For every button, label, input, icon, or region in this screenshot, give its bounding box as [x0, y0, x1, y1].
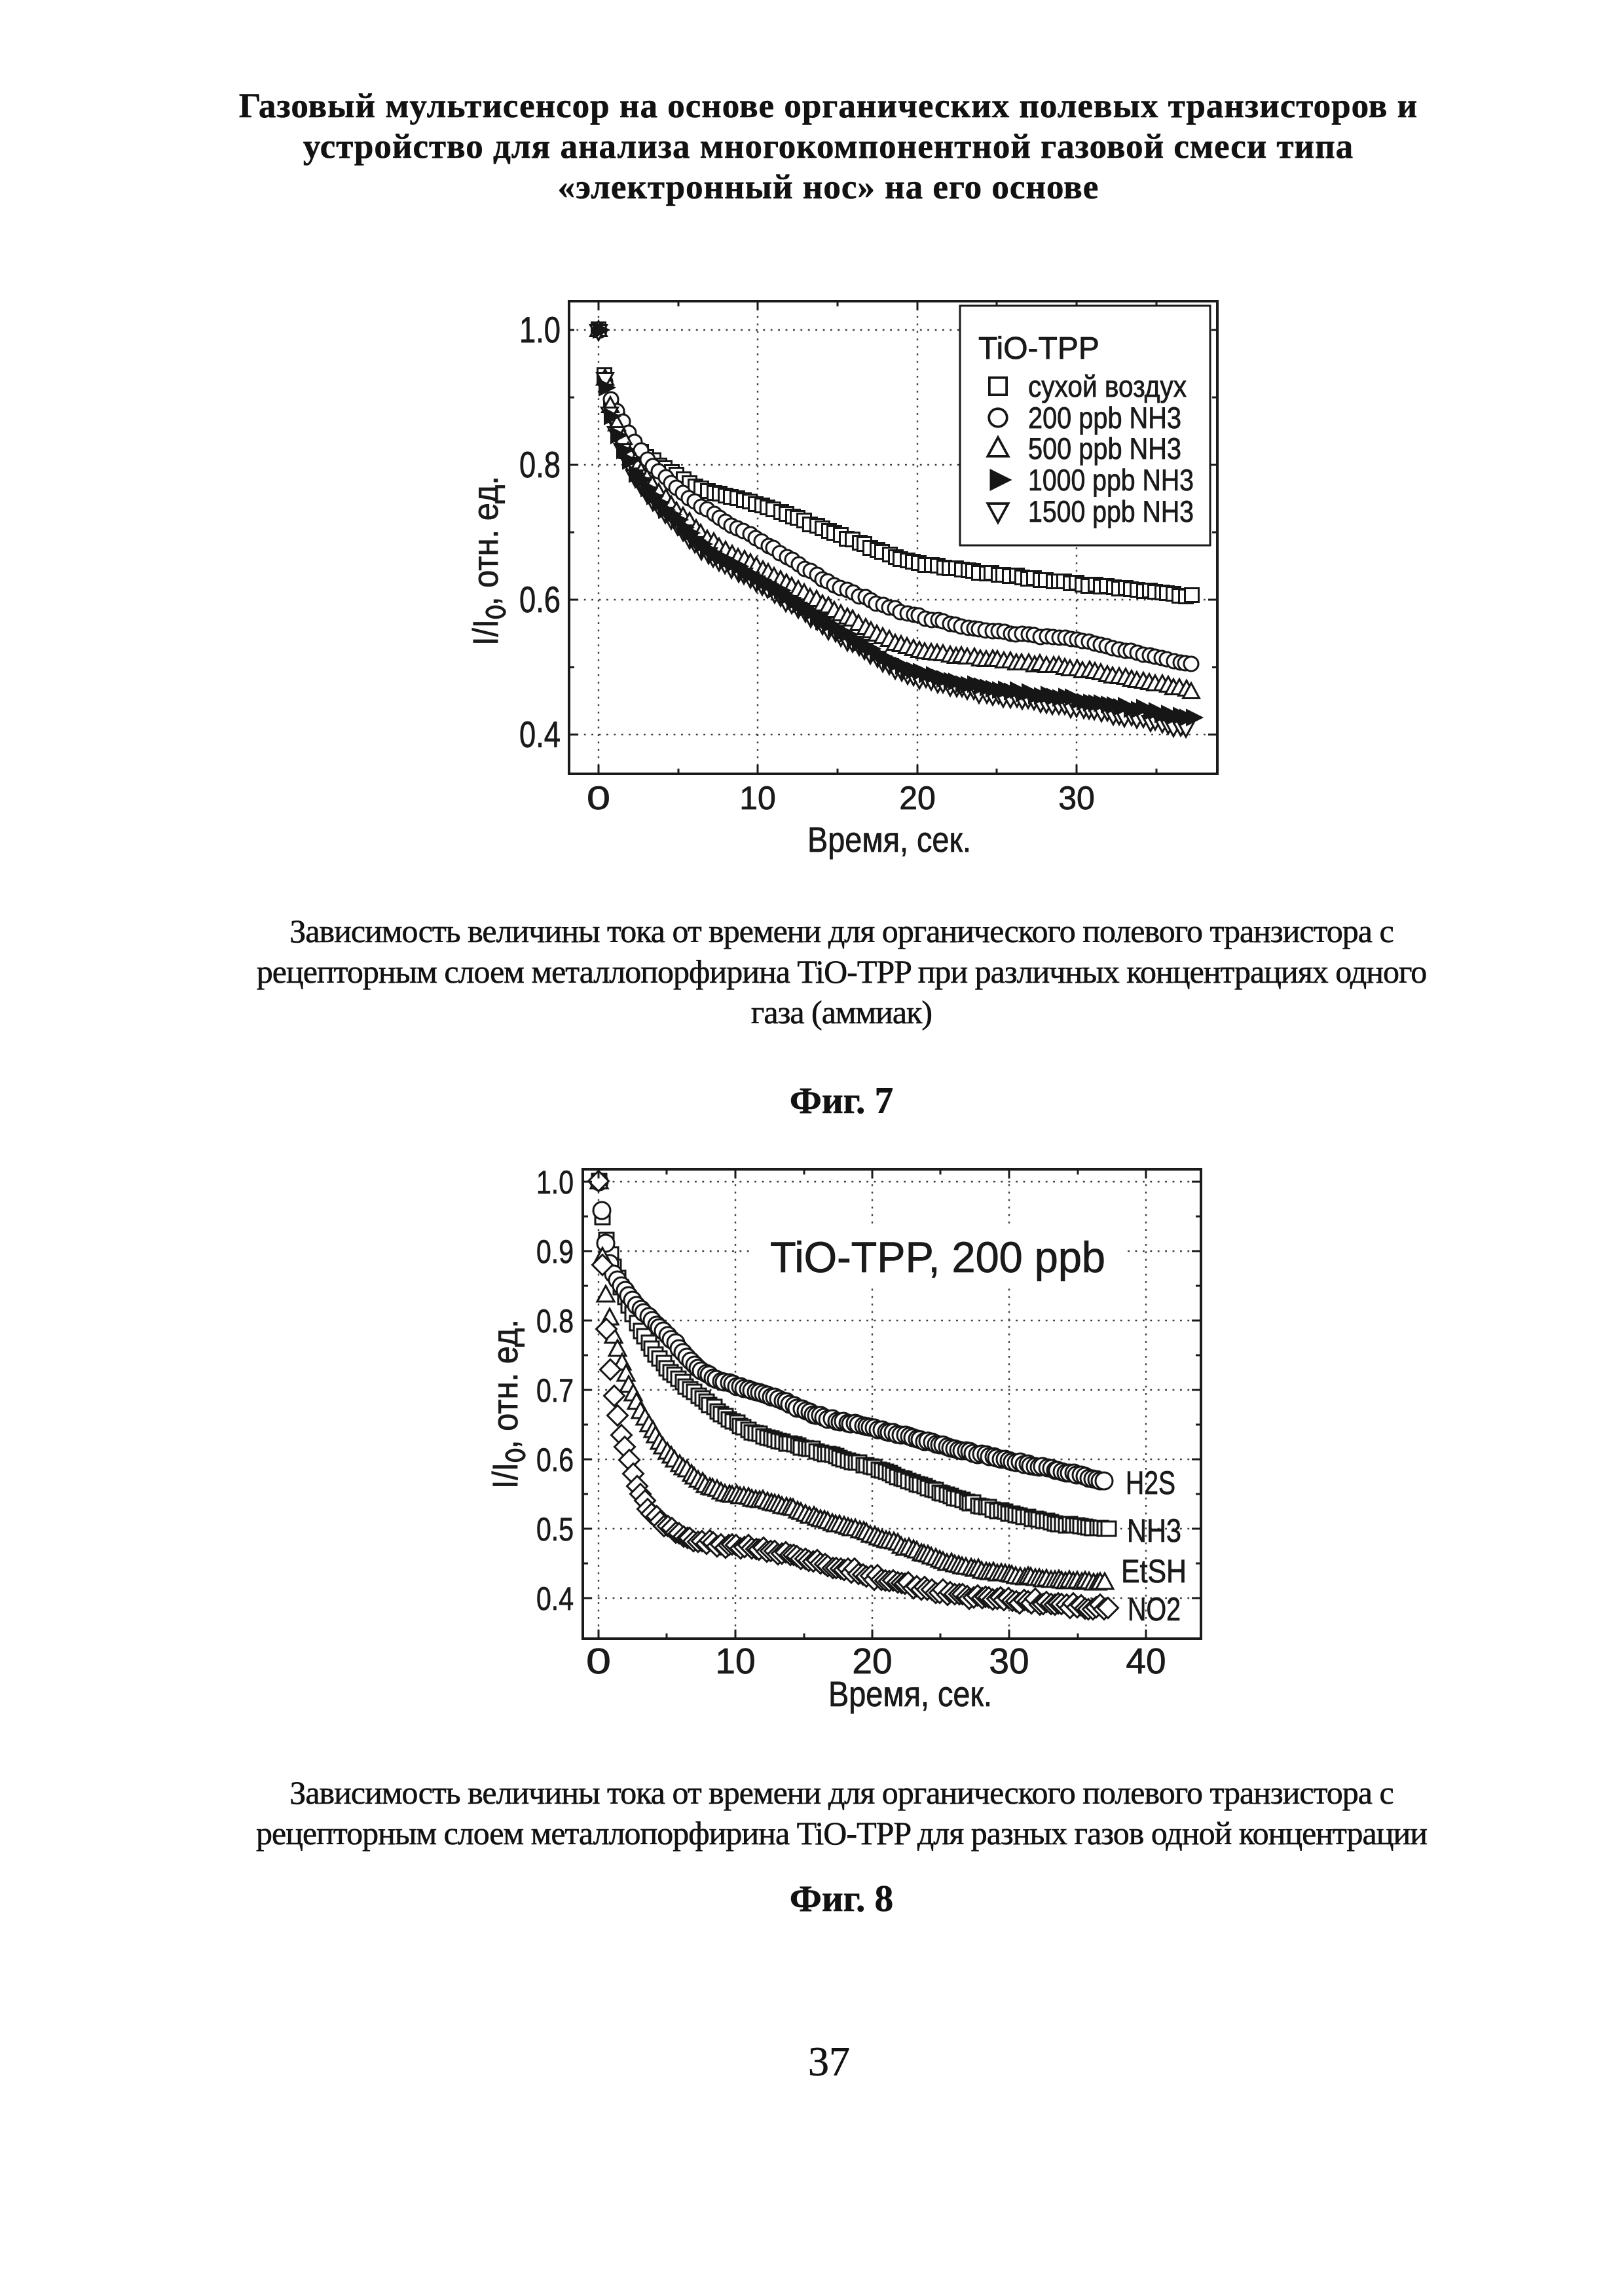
svg-text:H2S: H2S	[1126, 1465, 1175, 1501]
svg-text:30: 30	[989, 1641, 1029, 1681]
svg-text:10: 10	[715, 1641, 755, 1681]
svg-text:I/I: I/I	[466, 619, 506, 646]
svg-text:0: 0	[586, 1641, 611, 1681]
svg-text:10: 10	[739, 780, 776, 816]
svg-text:EtSH: EtSH	[1121, 1553, 1187, 1590]
svg-text:0.8: 0.8	[536, 1303, 574, 1339]
svg-text:0: 0	[587, 780, 610, 816]
svg-text:0.8: 0.8	[519, 444, 561, 485]
svg-text:500 ppb NH3: 500 ppb NH3	[1028, 431, 1181, 465]
svg-text:200 ppb NH3: 200 ppb NH3	[1028, 401, 1181, 435]
svg-text:, отн. ед.: , отн. ед.	[486, 1319, 525, 1449]
svg-text:NO2: NO2	[1128, 1591, 1181, 1628]
svg-text:20: 20	[899, 780, 936, 816]
svg-text:1.0: 1.0	[536, 1164, 574, 1201]
svg-text:1500 ppb NH3: 1500 ppb NH3	[1028, 494, 1194, 528]
svg-text:0.5: 0.5	[536, 1511, 574, 1548]
svg-text:, отн. ед.: , отн. ед.	[466, 476, 506, 606]
svg-text:20: 20	[852, 1641, 892, 1681]
svg-text:30: 30	[1058, 780, 1095, 816]
svg-text:Время, сек.: Время, сек.	[828, 1675, 992, 1714]
svg-text:0.9: 0.9	[536, 1233, 574, 1270]
svg-text:0.6: 0.6	[519, 579, 561, 620]
svg-text:0.7: 0.7	[536, 1372, 574, 1409]
svg-text:40: 40	[1126, 1641, 1166, 1681]
svg-text:NH3: NH3	[1127, 1512, 1181, 1549]
svg-text:1000 ppb NH3: 1000 ppb NH3	[1028, 463, 1194, 497]
svg-text:I/I: I/I	[486, 1463, 525, 1489]
svg-text:1.0: 1.0	[519, 309, 561, 350]
svg-text:0.6: 0.6	[536, 1442, 574, 1478]
svg-text:0.4: 0.4	[519, 714, 561, 755]
svg-text:TiO-TPP: TiO-TPP	[978, 331, 1099, 366]
svg-text:Время, сек.: Время, сек.	[807, 820, 971, 860]
svg-text:0.4: 0.4	[536, 1580, 574, 1617]
svg-text:TiO-TPP, 200 ppb: TiO-TPP, 200 ppb	[770, 1233, 1105, 1281]
svg-text:сухой воздух: сухой воздух	[1028, 369, 1187, 403]
